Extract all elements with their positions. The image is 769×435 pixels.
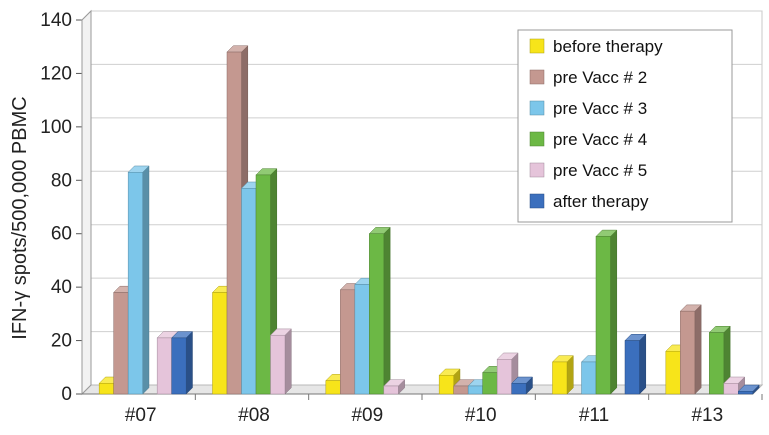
y-tick-label: 80 (51, 170, 72, 191)
bar-front (511, 383, 527, 395)
bar-side (185, 330, 193, 395)
bar-front (496, 359, 512, 395)
bar-side (284, 328, 292, 395)
bar (723, 376, 746, 395)
legend-label: before therapy (553, 37, 663, 56)
bar-front (340, 289, 356, 395)
bar-front (255, 174, 271, 395)
bar-side (142, 165, 150, 395)
legend-item: pre Vacc # 2 (529, 68, 647, 87)
x-tick-label: #13 (691, 405, 723, 426)
legend-label: pre Vacc # 4 (553, 130, 647, 149)
bar-front (171, 337, 187, 395)
bar-front (482, 372, 498, 395)
x-tick-label: #09 (351, 405, 383, 426)
bar-front (680, 310, 696, 395)
legend: before therapy pre Vacc # 2 pre Vacc # 3 pr… (517, 29, 733, 223)
bar-front (270, 334, 286, 395)
bar-front (453, 385, 469, 395)
legend-item: after therapy (529, 192, 649, 211)
bar-front (738, 391, 754, 395)
y-tick-label: 100 (40, 117, 72, 138)
x-tick-label: #10 (465, 405, 497, 426)
bar-front (552, 361, 568, 395)
bar-side (694, 304, 702, 395)
bar-front (241, 188, 257, 395)
legend-swatch (529, 131, 545, 147)
x-tick-label: #08 (238, 405, 270, 426)
bar-front (383, 385, 399, 395)
bar-side (566, 355, 574, 395)
bar (269, 328, 292, 395)
y-tick-label: 60 (51, 224, 72, 245)
bar-front (127, 172, 143, 395)
legend-box (517, 29, 733, 223)
bar-front (113, 292, 129, 395)
y-tick-label: 140 (40, 10, 72, 31)
legend-swatch (529, 193, 545, 209)
y-axis-label: IFN-γ spots/500,000 PBMC (9, 96, 31, 339)
legend-item: before therapy (529, 37, 663, 56)
x-tick-label: #11 (579, 405, 609, 426)
legend-label: pre Vacc # 2 (553, 68, 647, 87)
bar-front (467, 385, 483, 395)
axis-layer: 0 20 40 60 80 100 120 140 (40, 9, 763, 405)
bar (511, 376, 534, 395)
bar (551, 355, 574, 395)
x-tick-labels: #07 #08 #09 #10 #11 #13 (125, 405, 723, 426)
bar-front (156, 337, 172, 395)
bar-front (595, 236, 611, 395)
bar-front (581, 361, 597, 395)
bar-front (723, 383, 739, 395)
bar (383, 379, 406, 395)
legend-swatch (529, 38, 545, 54)
bar-front (226, 51, 242, 395)
bar (171, 330, 194, 395)
legend-item: pre Vacc # 4 (529, 130, 647, 149)
bar-front (98, 383, 114, 395)
bar-side (610, 229, 618, 395)
legend-item: pre Vacc # 5 (529, 161, 647, 180)
x-tick-label: #07 (125, 405, 157, 426)
bar-side (383, 226, 391, 395)
bar (595, 229, 618, 395)
legend-swatch (529, 69, 545, 85)
bar-front (665, 351, 681, 395)
legend-swatch (529, 100, 545, 116)
legend-label: pre Vacc # 5 (553, 161, 647, 180)
legend-item: pre Vacc # 3 (529, 99, 647, 118)
bar (737, 384, 760, 395)
y-tick-label: 20 (51, 331, 72, 352)
y-tick-label: 40 (51, 277, 72, 298)
legend-swatch (529, 162, 545, 178)
y-tick-label: 0 (61, 384, 72, 405)
bar (438, 368, 461, 395)
bar (708, 325, 731, 395)
y-tick-label: 120 (40, 63, 72, 84)
legend-label: after therapy (553, 192, 649, 211)
bar-front (325, 380, 341, 395)
bar-front (438, 375, 454, 395)
bar-front (212, 292, 228, 395)
bar-front (709, 332, 725, 395)
bar-front (354, 284, 370, 395)
bar (679, 304, 702, 395)
bars-layer (98, 45, 760, 395)
bar (368, 226, 391, 395)
bar-front (624, 340, 640, 395)
bar (624, 333, 647, 395)
legend-label: pre Vacc # 3 (553, 99, 647, 118)
bar-side (639, 333, 647, 395)
y-axis-wall (81, 9, 92, 396)
bar (127, 165, 150, 395)
bar-front (369, 233, 385, 395)
